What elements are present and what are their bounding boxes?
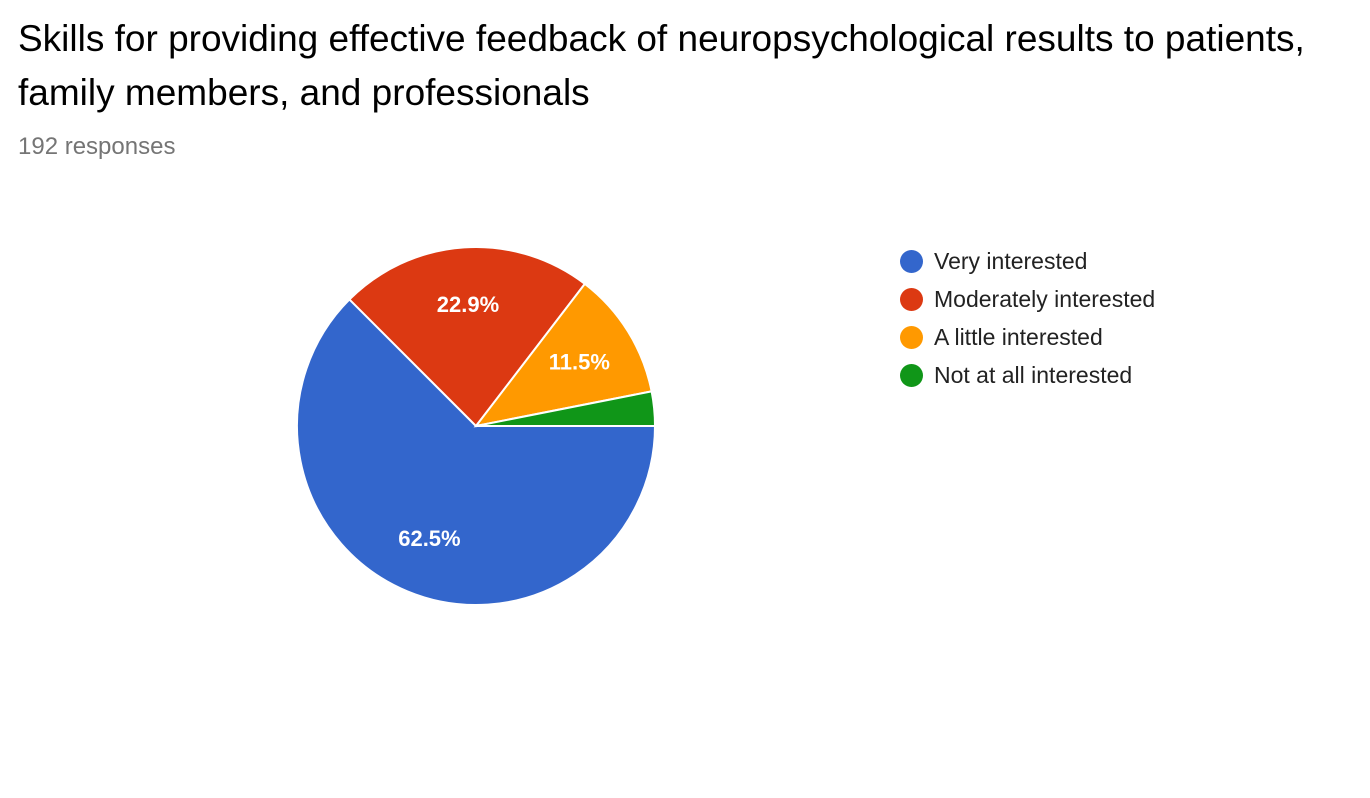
slice-label-a-little-interested: 11.5% (549, 349, 610, 374)
pie-slice-not-at-all-interested (475, 390, 657, 427)
legend-swatch (900, 325, 923, 349)
legend-label: Moderately interested (934, 285, 1156, 312)
legend-item: A little interested (900, 318, 1155, 356)
legend: Very interested Moderately interested A li… (900, 242, 1155, 394)
legend-label: Not at all interested (934, 361, 1133, 388)
legend-item: Moderately interested (900, 280, 1155, 318)
slice-label-moderately-interested: 22.9% (437, 292, 499, 317)
legend-swatch (900, 363, 923, 387)
pie-slice-moderately-interested (348, 246, 587, 428)
legend-swatch (900, 287, 923, 311)
legend-swatch (900, 249, 923, 273)
legend-label: A little interested (934, 323, 1103, 350)
legend-item: Very interested (900, 242, 1155, 280)
pie-slice-a-little-interested (473, 282, 653, 428)
legend-item: Not at all interested (900, 356, 1155, 394)
slice-label-very-interested: 62.5% (398, 526, 460, 551)
pie-slices (296, 246, 657, 606)
pie-slice-labels: 62.5% 22.9% 11.5% (398, 292, 610, 551)
response-count: 192 responses (18, 133, 176, 160)
chart-title: Skills for providing effective feedback … (18, 18, 1305, 113)
legend-label: Very interested (934, 247, 1088, 274)
pie-slice-very-interested (296, 298, 657, 606)
